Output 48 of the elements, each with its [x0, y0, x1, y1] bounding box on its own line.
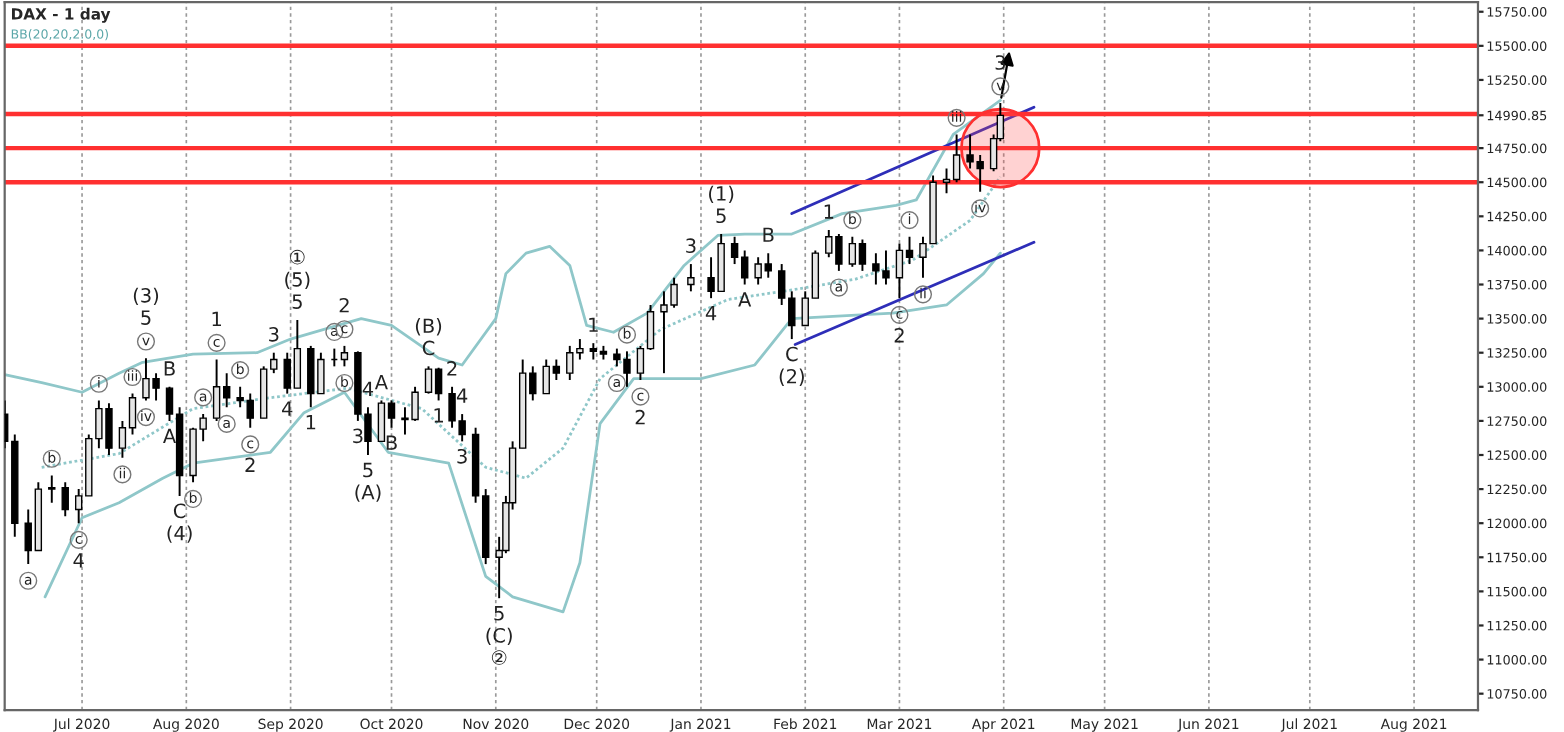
annotation: (4) [167, 525, 192, 543]
annotation: A [738, 292, 752, 307]
annotation: 2 [245, 457, 255, 472]
annotation: 1 [434, 408, 443, 423]
annotation: 1 [589, 317, 598, 332]
annotation: ① [290, 249, 305, 265]
annotation: C [786, 346, 798, 362]
annotation: (A) [355, 484, 381, 502]
annotation: 5 [716, 208, 726, 224]
annotation: 3 [995, 55, 1005, 70]
annotation: 1 [212, 311, 221, 326]
annotation: 3 [353, 428, 363, 444]
annotation: C [173, 503, 186, 519]
annotation: 2 [635, 409, 645, 425]
annotation: 4 [73, 553, 84, 568]
annotation: ② [491, 650, 507, 665]
annotation: B [164, 361, 175, 376]
annotation: 3 [686, 238, 696, 254]
annotation: 3 [457, 448, 467, 464]
annotation: 5 [363, 462, 373, 478]
annotation: (1) [709, 185, 734, 204]
annotation: 3 [269, 326, 279, 342]
annotation: 5 [494, 606, 504, 621]
annotation: 5 [141, 310, 151, 325]
candlestick [61, 481, 69, 518]
annotation: 4 [362, 381, 374, 396]
annotation: (B) [415, 318, 442, 336]
annotation: A [163, 428, 176, 443]
candlestick [340, 344, 349, 368]
annotation: B [763, 227, 774, 242]
annotation: (2) [779, 368, 804, 386]
annotation: 4 [705, 306, 717, 321]
annotation: 5 [292, 294, 302, 309]
annotation: 4 [456, 388, 468, 403]
annotation: (C) [486, 627, 512, 646]
annotation: 2 [339, 297, 349, 313]
annotation: 1 [824, 204, 834, 219]
annotation: 2 [447, 361, 457, 376]
annotation: 2 [894, 327, 904, 343]
annotation: 1 [306, 415, 316, 430]
annotation: (3) [133, 287, 159, 305]
annotation: B [386, 435, 397, 450]
candlestick [687, 263, 695, 293]
annotation: C [422, 340, 435, 356]
annotation: 4 [282, 401, 293, 416]
annotation: A [374, 374, 388, 390]
annotation: (5) [285, 271, 310, 290]
candlestick [48, 474, 56, 504]
